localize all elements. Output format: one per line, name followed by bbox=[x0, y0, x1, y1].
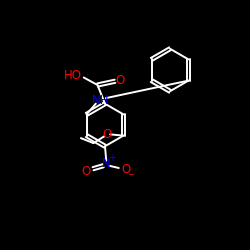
Text: O: O bbox=[122, 163, 131, 176]
Text: O: O bbox=[116, 74, 125, 87]
Text: O: O bbox=[102, 128, 112, 141]
Text: +: + bbox=[108, 153, 116, 163]
Text: NH: NH bbox=[92, 94, 109, 107]
Text: HO: HO bbox=[64, 69, 82, 82]
Text: O: O bbox=[81, 165, 90, 178]
Text: −: − bbox=[127, 170, 134, 179]
Text: N: N bbox=[102, 157, 110, 170]
